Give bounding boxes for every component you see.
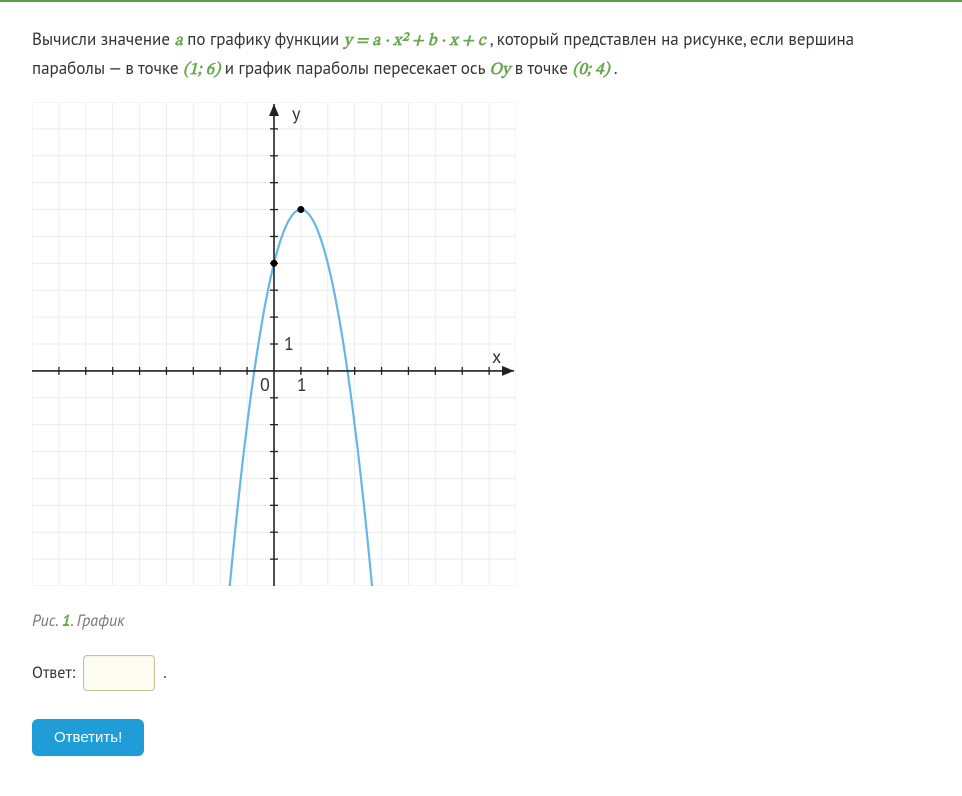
text-mid4: в точке: [515, 57, 573, 79]
parabola-chart: yx011: [32, 102, 516, 586]
svg-text:1: 1: [297, 373, 307, 396]
math-equation: y = a · x² + b · x + c: [344, 33, 486, 50]
math-vertex: (1; 6): [183, 62, 220, 79]
math-axis: Oy: [489, 62, 510, 79]
answer-label: Ответ:: [32, 663, 75, 683]
answer-input[interactable]: [83, 655, 155, 691]
svg-text:x: x: [492, 345, 501, 368]
caption-prefix: Рис.: [32, 611, 62, 631]
math-var-a: a: [175, 33, 183, 50]
svg-text:0: 0: [260, 373, 270, 396]
submit-button[interactable]: Ответить!: [32, 719, 144, 756]
svg-text:1: 1: [284, 332, 294, 355]
text-pre1: Вычисли значение: [32, 28, 175, 50]
problem-statement: Вычисли значение a по графику функции y …: [32, 26, 930, 84]
text-mid1: по графику функции: [187, 28, 343, 50]
math-yint: (0; 4): [572, 62, 609, 79]
page-content: Вычисли значение a по графику функции y …: [0, 2, 962, 796]
chart-container: yx011: [32, 102, 930, 591]
text-mid3: и график параболы пересекает ось: [225, 57, 490, 79]
text-end: .: [614, 57, 618, 79]
answer-suffix: .: [163, 663, 166, 683]
caption-suffix: . График: [70, 611, 124, 631]
svg-text:y: y: [292, 102, 301, 125]
figure-caption: Рис. 1. График: [32, 611, 930, 631]
answer-row: Ответ: .: [32, 655, 930, 691]
